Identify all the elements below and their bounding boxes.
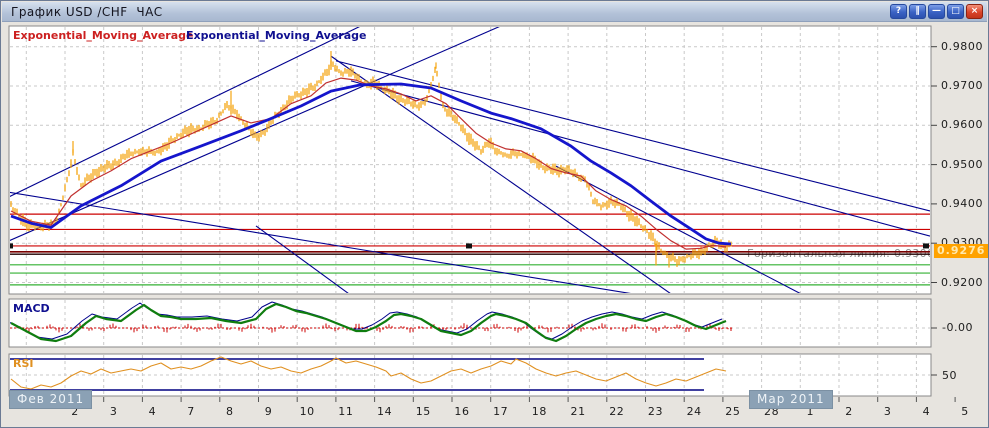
legend-ema-slow[interactable]: Exponential_Moving_Average	[186, 29, 367, 42]
help-button[interactable]: ?	[890, 4, 907, 19]
x-axis-label: 1	[806, 405, 815, 418]
y-axis-label: 0.9700	[941, 79, 984, 92]
x-axis-label: 23	[647, 405, 664, 418]
x-axis-label: 25	[725, 405, 741, 418]
x-axis-label: 21	[570, 405, 586, 418]
maximize-button[interactable]: □	[947, 4, 964, 19]
x-axis-label: 15	[415, 405, 431, 418]
hline-tooltip: Горизонтальная линия: 0.9300	[747, 247, 934, 260]
x-axis-label: 9	[264, 405, 273, 418]
y-axis-label: 0.9200	[941, 275, 984, 289]
x-axis-label: 10	[299, 405, 315, 418]
current-price-badge: 0.9276	[934, 244, 988, 258]
close-button[interactable]: ×	[966, 4, 983, 19]
macd-panel-label: MACD	[13, 302, 50, 315]
pause-button[interactable]: ‖	[909, 4, 926, 19]
x-axis-label: 5	[961, 405, 969, 418]
minimize-button[interactable]: —	[928, 4, 945, 19]
y-axis-label: 0.9500	[941, 157, 984, 171]
x-axis-label: 18	[531, 405, 547, 418]
y-axis-label: 0.9400	[941, 196, 984, 210]
x-axis-label: 22	[609, 405, 625, 418]
x-axis-label: 2	[845, 405, 853, 418]
x-axis-label: 17	[493, 405, 509, 418]
x-axis-label: 11	[338, 405, 354, 418]
x-axis-label: 16	[454, 405, 470, 418]
x-axis-label: 2	[71, 405, 79, 418]
x-axis-label: 8	[225, 405, 234, 418]
legend-ema-fast[interactable]: Exponential_Moving_Average	[13, 29, 194, 42]
x-axis-label: 7	[187, 405, 195, 418]
x-axis-label: 24	[686, 405, 702, 418]
x-axis-label: 3	[883, 405, 892, 418]
month-badge-feb: Фев 2011	[9, 390, 93, 409]
x-axis-label: 4	[922, 405, 931, 418]
x-axis-label: 3	[109, 405, 118, 418]
window-buttons: ? ‖ — □ ×	[890, 4, 983, 19]
month-badge-mar: Мар 2011	[749, 390, 833, 409]
rsi-axis-label: 50	[942, 369, 957, 382]
x-axis-label: 14	[376, 405, 393, 418]
window-title: График USD /CHF ЧАС	[11, 4, 163, 19]
rsi-panel-label: RSI	[13, 357, 34, 370]
macd-axis-label: -0.00	[942, 321, 973, 334]
x-axis-label: 4	[148, 405, 157, 418]
y-axis-label: 0.9800	[941, 39, 984, 53]
title-bar[interactable]: График USD /CHF ЧАС ? ‖ — □ ×	[2, 2, 987, 22]
y-axis-label: 0.9600	[941, 118, 984, 132]
